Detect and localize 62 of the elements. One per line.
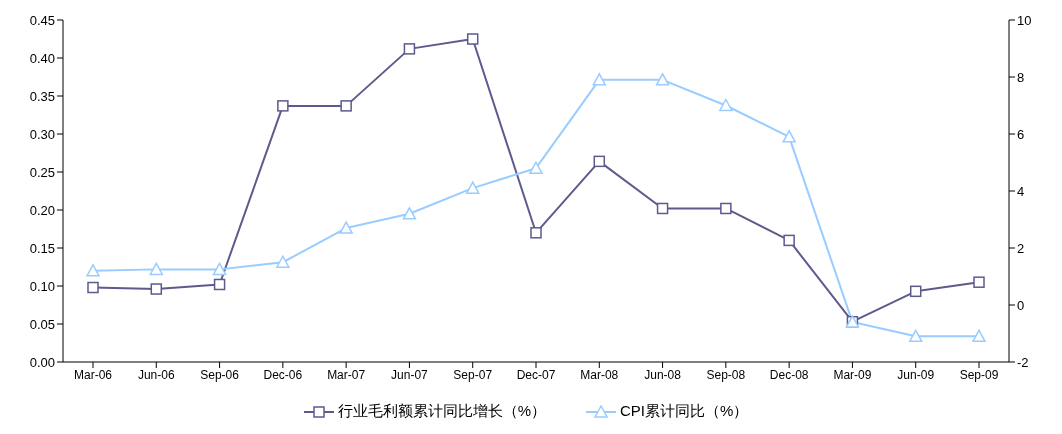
point [87, 281, 99, 294]
y-tick-label: 0.30 [29, 126, 55, 142]
y-tick-label: 0.45 [29, 12, 55, 28]
y2-tick-label: 4 [1017, 183, 1025, 199]
x-tick-label: Mar-08 [580, 367, 619, 382]
y2-tick-label: -2 [1017, 354, 1029, 370]
point [720, 202, 732, 215]
x-tick-label: Jun-07 [391, 367, 429, 382]
point [150, 283, 163, 295]
y-tick-label: 0.40 [29, 50, 55, 66]
point [465, 181, 480, 194]
point [212, 262, 227, 276]
x-tick-label: Mar-07 [327, 367, 366, 382]
y2-tick-label: 2 [1017, 240, 1025, 256]
point [656, 202, 669, 215]
y-tick-label: 0.10 [29, 278, 55, 294]
point [908, 329, 923, 343]
x-tick-label: Jun-06 [137, 367, 175, 382]
x-tick-label: Sep-09 [959, 367, 999, 382]
point [529, 161, 543, 174]
y-tick-label: 0.35 [29, 88, 55, 104]
point [339, 221, 353, 234]
legend-label: CPI累计同比（%） [620, 402, 749, 419]
point [149, 262, 164, 276]
y-tick-label: 0.00 [29, 354, 55, 370]
x-tick-label: Sep-08 [706, 367, 746, 382]
point [86, 264, 100, 277]
y2-tick-label: 8 [1017, 69, 1025, 85]
point [402, 207, 417, 220]
x-tick-label: Mar-09 [833, 367, 872, 382]
y2-tick-label: 0 [1017, 297, 1025, 313]
x-tick-label: Sep-07 [453, 367, 493, 382]
y-tick-label: 0.15 [29, 240, 55, 256]
x-tick-label: Dec-08 [769, 367, 809, 382]
legend-label: 行业毛利额累计同比增长（%） [337, 402, 546, 419]
x-tick-label: Sep-06 [200, 367, 240, 382]
x-tick-label: Dec-06 [263, 367, 303, 382]
y-tick-label: 0.20 [29, 202, 55, 218]
x-tick-label: Jun-08 [644, 367, 682, 382]
point [783, 234, 795, 247]
point [782, 130, 796, 143]
y2-tick-label: 6 [1017, 126, 1025, 142]
point [655, 73, 670, 86]
point [909, 285, 922, 298]
point [719, 98, 733, 112]
point [530, 227, 542, 239]
y-tick-label: 0.25 [29, 164, 55, 180]
point [276, 255, 290, 268]
y2-tick-label: 10 [1017, 12, 1032, 28]
point [972, 329, 986, 343]
y-tick-label: 0.05 [29, 316, 55, 332]
point [973, 276, 985, 288]
point [213, 278, 226, 291]
x-tick-label: Mar-06 [73, 367, 113, 382]
point [277, 100, 289, 112]
x-tick-label: Dec-07 [516, 367, 556, 382]
point [592, 73, 607, 86]
point [466, 33, 479, 45]
point [593, 155, 606, 168]
x-tick-label: Jun-09 [897, 367, 935, 382]
point [340, 100, 352, 112]
point [403, 43, 416, 55]
